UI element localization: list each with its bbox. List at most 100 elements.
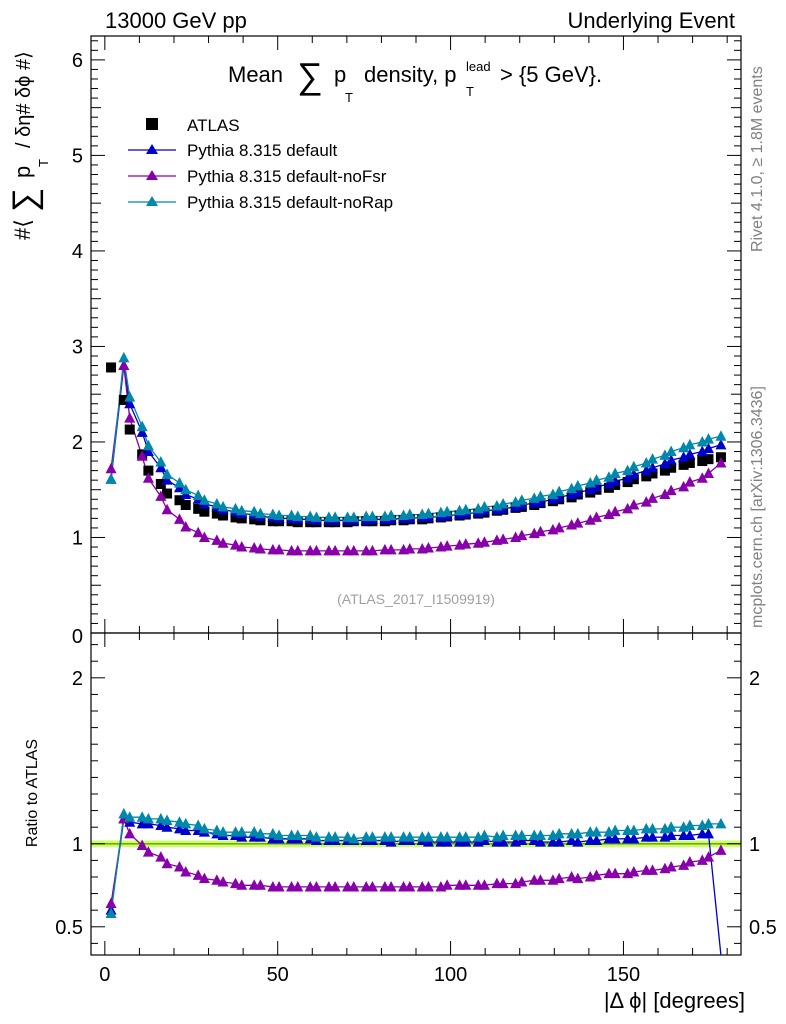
data-point-default [659,457,671,469]
ratio-point-norap [273,829,285,840]
data-point-nofsr [696,472,708,483]
data-point-norap [659,449,671,460]
ratio-point-nofsr [572,872,584,884]
ratio-point-nofsr [180,866,192,877]
ratio-point-norap [646,822,658,834]
ratio-point-nofsr [422,880,434,892]
x-tick-label: 50 [267,964,289,986]
series-line-norap [110,357,722,519]
main-y-tick-label: 5 [72,145,83,167]
ratio-point-norap [422,831,434,842]
ratio-point-norap [441,831,453,842]
ylabel-T: T [36,159,51,167]
data-point-norap [217,500,229,512]
ylabel-open: #⟨ [10,219,35,240]
ratio-point-nofsr [155,851,167,862]
ratio-point-nofsr [192,869,204,880]
title-suffix: > {5 GeV}. [500,62,602,87]
data-point-default [715,438,727,450]
data-point-norap [248,505,260,517]
data-point-norap [572,479,584,491]
ratio-point-norap [342,831,354,842]
x-tick-label: 150 [607,964,640,986]
data-point-default [678,451,690,462]
ratio-point-norap [478,829,490,840]
data-point-atlas [174,495,185,506]
data-point-atlas [703,454,714,465]
data-point-atlas [218,510,229,521]
data-point-nofsr [590,511,602,522]
ratio-point-norap [180,817,192,829]
ratio-point-nofsr [273,880,285,892]
data-point-norap [478,500,490,512]
data-point-atlas [143,465,154,476]
data-point-default [136,426,148,437]
ratio-point-nofsr [404,880,416,892]
ratio-point-norap [609,824,621,836]
ratio-panel: 0.5 0.5 1 1 2 2 Ratio to ATLAS [24,632,777,956]
data-point-norap [404,508,416,520]
ratio-point-norap [684,819,696,831]
data-point-atlas [124,424,135,435]
plot-title: Mean ∑ p T density, p lead T > {5 GeV}. [228,55,602,105]
data-point-default [665,454,677,465]
data-point-norap [329,511,341,522]
ratio-point-nofsr [703,851,714,862]
ratio-point-nofsr [236,879,248,890]
ratio-point-norap [254,827,266,839]
legend-marker-default [146,144,158,154]
ratio-point-norap [348,832,360,844]
data-point-nofsr [640,496,652,507]
mcplots-label: mcplots.cern.ch [arXiv:1306.3436] [749,386,766,628]
data-point-nofsr [609,505,621,517]
ratio-point-norap [217,826,229,837]
ratio-point-nofsr [646,864,658,875]
ratio-point-nofsr [460,879,472,890]
data-point-nofsr [217,537,229,548]
data-point-nofsr [236,541,248,552]
legend-item-norap: Pythia 8.315 default-noRap [128,193,393,212]
data-point-default [553,491,565,502]
data-point-default [603,477,615,489]
ratio-point-default [497,836,509,847]
ratio-point-norap [497,829,509,840]
data-point-norap [174,477,186,488]
ratio-point-norap [304,829,316,840]
ratio-point-nofsr [292,880,304,892]
data-point-norap [180,483,192,495]
ratio-point-default [609,832,621,844]
data-point-norap [622,464,634,476]
data-point-default [572,486,584,498]
main-y-tick-label: 4 [72,241,83,263]
x-tick-labels: 0 50 100 150 [99,964,640,986]
ratio-point-norap [628,824,640,836]
ratio-point-norap [715,817,727,829]
ratio-point-nofsr [161,857,173,869]
title-T2: T [466,84,474,99]
series-line-default [110,365,722,521]
ratio-y-tick-label-right: 1 [749,834,760,856]
ratio-y-tick-label-right: 2 [749,668,760,690]
data-point-nofsr [348,544,360,556]
data-point-nofsr [155,490,167,501]
ratio-point-nofsr [254,879,266,890]
data-point-default [628,468,640,479]
data-point-nofsr [684,476,696,487]
data-point-norap [628,460,640,472]
ratio-point-nofsr [497,877,509,889]
data-point-nofsr [534,525,546,537]
legend-item-nofsr: Pythia 8.315 default-noFsr [128,167,387,186]
ratio-y-tick-label-left: 2 [72,668,83,690]
data-point-norap [460,503,472,515]
ratio-point-nofsr [105,897,117,909]
data-point-nofsr [622,502,634,514]
data-point-atlas [162,488,173,499]
ratio-y-tick-label-left: 0.5 [55,917,83,939]
data-point-atlas [641,471,652,482]
data-point-norap [254,507,266,519]
data-point-atlas [230,512,241,523]
ratio-point-nofsr [684,856,696,867]
ratio-point-norap [105,907,117,919]
header-left: 13000 GeV pp [105,8,247,33]
